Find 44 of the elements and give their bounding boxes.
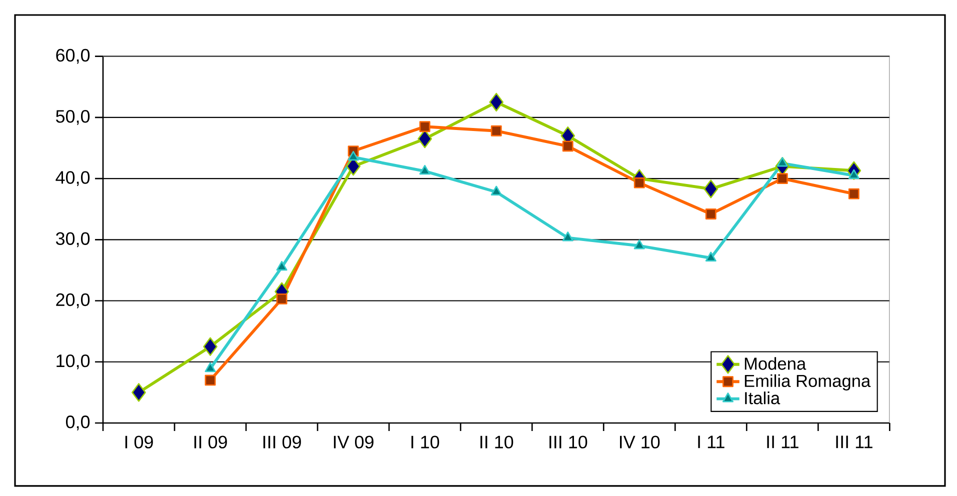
point	[276, 293, 288, 304]
legend-label: Modena	[744, 357, 806, 370]
x-tick-label: III 10	[549, 436, 588, 448]
point	[776, 173, 788, 184]
point	[705, 252, 716, 262]
point	[419, 121, 430, 132]
point	[634, 177, 645, 188]
y-tick-label: 50,0	[56, 110, 90, 125]
x-tick-label: II 11	[767, 436, 798, 448]
legend-label: Emilia Romagna	[744, 374, 871, 390]
y-tick-label: 60,0	[56, 48, 90, 64]
point	[776, 157, 788, 167]
x-tick-label: II 10	[480, 436, 514, 448]
point	[203, 337, 218, 356]
y-tick-label: 20,0	[56, 293, 90, 308]
point	[490, 125, 502, 136]
point	[348, 150, 359, 161]
point	[705, 208, 716, 220]
point	[419, 164, 430, 175]
y-tick-label: 30,0	[56, 232, 90, 248]
point	[704, 180, 718, 198]
point	[276, 260, 288, 271]
point	[204, 374, 216, 386]
point	[489, 92, 504, 112]
point	[490, 186, 502, 196]
y-tick-label: 10,0	[56, 354, 90, 370]
x-tick-label: I 10	[411, 436, 440, 448]
x-tick-label: III 11	[836, 436, 872, 448]
x-tick-label: I 11	[698, 436, 724, 448]
point	[848, 169, 860, 179]
legend-label: Italia	[745, 392, 780, 404]
x-tick-label: IV 10	[620, 436, 660, 448]
x-tick-label: I 09	[125, 436, 153, 448]
point	[204, 362, 216, 372]
point	[132, 383, 146, 402]
x-tick-label: III 09	[263, 436, 301, 448]
x-tick-label: II 09	[194, 436, 227, 448]
y-tick-label: 40,0	[56, 171, 90, 186]
x-tick-label: IV 09	[334, 436, 374, 448]
y-tick-label: 0,0	[66, 416, 90, 430]
point	[848, 188, 860, 200]
point	[562, 140, 574, 152]
point	[562, 232, 574, 242]
point	[634, 240, 645, 250]
